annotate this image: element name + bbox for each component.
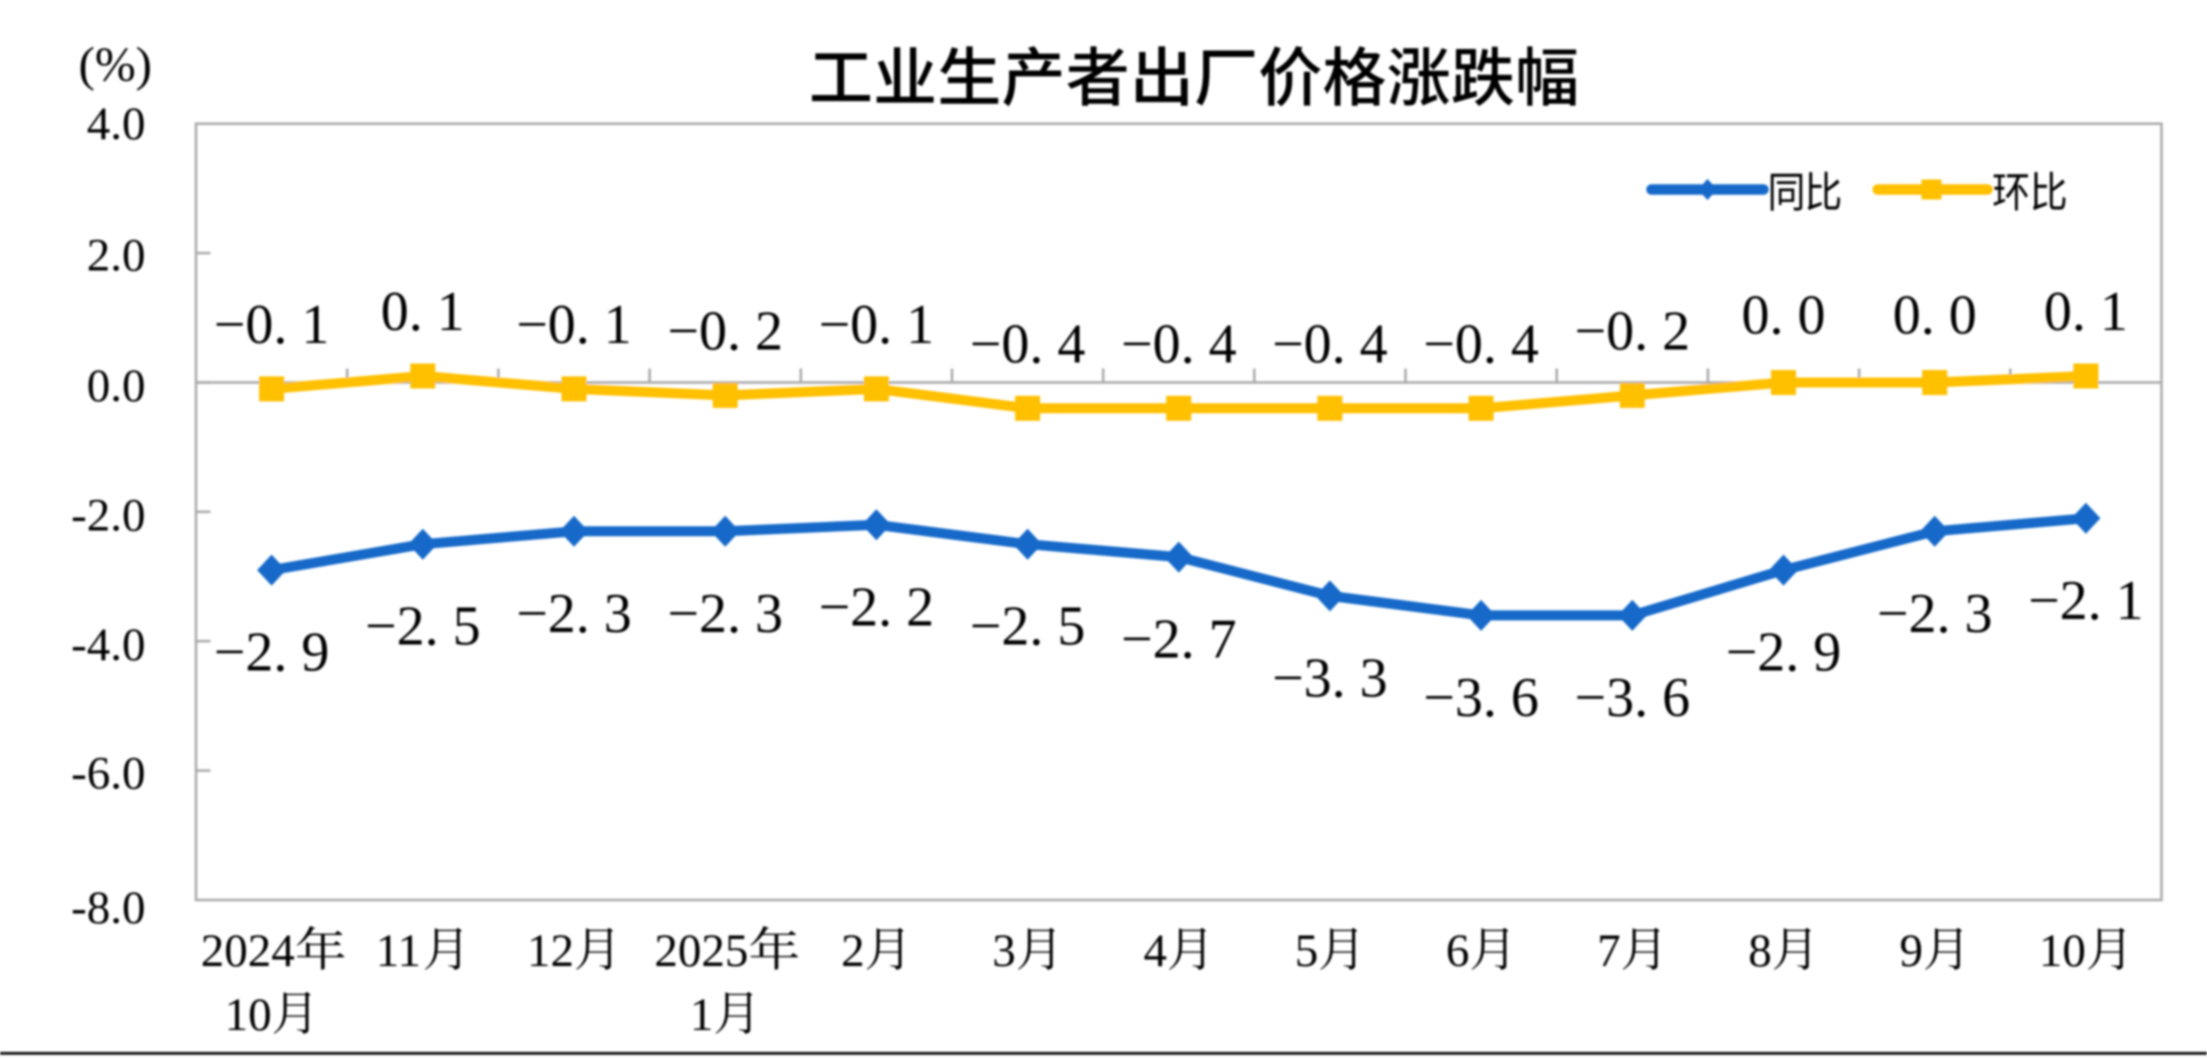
svg-text:−0. 4: −0. 4	[1423, 313, 1539, 375]
svg-text:−0. 1: −0. 1	[214, 294, 330, 356]
svg-text:1: 1	[690, 989, 714, 1041]
svg-text:12: 12	[527, 925, 574, 977]
svg-text:−2. 9: −2. 9	[214, 622, 330, 684]
svg-text:0. 1: 0. 1	[381, 281, 465, 343]
svg-text:3: 3	[992, 925, 1016, 977]
svg-text:2: 2	[841, 925, 865, 977]
svg-text:0.0: 0.0	[87, 360, 146, 412]
svg-text:−3. 6: −3. 6	[1423, 667, 1539, 729]
svg-text:−2. 5: −2. 5	[970, 596, 1086, 658]
svg-text:0. 0: 0. 0	[1742, 285, 1826, 347]
svg-text:−0. 2: −0. 2	[667, 300, 783, 362]
svg-text:−2. 9: −2. 9	[1726, 622, 1842, 684]
svg-text:-4.0: -4.0	[71, 619, 145, 671]
svg-text:10: 10	[2039, 925, 2086, 977]
svg-text:−2. 3: −2. 3	[667, 583, 783, 645]
svg-text:−2. 5: −2. 5	[365, 596, 481, 658]
svg-text:−0. 4: −0. 4	[1272, 313, 1388, 375]
svg-text:5: 5	[1295, 925, 1319, 977]
svg-text:−3. 6: −3. 6	[1575, 667, 1691, 729]
svg-text:2025: 2025	[654, 925, 748, 977]
svg-text:4.0: 4.0	[87, 98, 146, 150]
svg-text:(%): (%)	[79, 36, 152, 91]
svg-text:4: 4	[1144, 925, 1168, 977]
svg-text:−2. 3: −2. 3	[1877, 583, 1993, 645]
svg-text:-2.0: -2.0	[71, 490, 145, 542]
svg-text:6: 6	[1446, 925, 1470, 977]
svg-text:10: 10	[225, 989, 272, 1041]
svg-text:2.0: 2.0	[87, 230, 146, 282]
svg-text:−0. 2: −0. 2	[1575, 300, 1691, 362]
svg-text:0. 1: 0. 1	[2044, 281, 2128, 343]
svg-text:11: 11	[376, 925, 421, 977]
svg-text:−2. 2: −2. 2	[819, 576, 935, 638]
svg-text:-6.0: -6.0	[71, 748, 145, 800]
svg-text:−0. 4: −0. 4	[1121, 313, 1237, 375]
svg-text:−0. 4: −0. 4	[970, 313, 1086, 375]
svg-text:−2. 1: −2. 1	[2028, 570, 2144, 632]
svg-text:9: 9	[1900, 925, 1924, 977]
svg-text:−2. 3: −2. 3	[516, 583, 632, 645]
svg-text:0. 0: 0. 0	[1893, 285, 1977, 347]
svg-text:−3. 3: −3. 3	[1272, 648, 1388, 710]
svg-text:−0. 1: −0. 1	[819, 294, 935, 356]
svg-text:−0. 1: −0. 1	[516, 294, 632, 356]
svg-text:−2. 7: −2. 7	[1121, 609, 1237, 671]
svg-text:-8.0: -8.0	[71, 882, 145, 934]
svg-text:7: 7	[1597, 925, 1621, 977]
svg-text:2024: 2024	[201, 925, 295, 977]
svg-text:8: 8	[1748, 925, 1772, 977]
